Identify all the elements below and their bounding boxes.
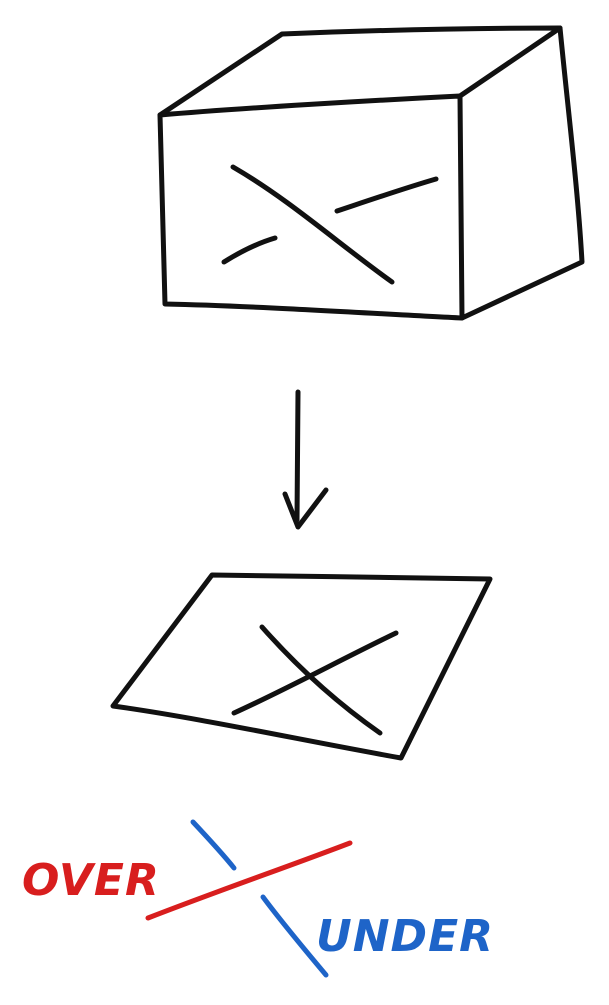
cube-crossing xyxy=(221,164,439,285)
down-arrow xyxy=(282,389,329,530)
cube-front-face xyxy=(157,93,465,321)
projection-strand-a xyxy=(259,624,383,736)
over-label: OVER xyxy=(22,855,160,906)
cube-crossing-over-strand xyxy=(230,164,395,285)
cube xyxy=(157,25,585,321)
arrow-shaft xyxy=(294,389,301,523)
cube-top-face xyxy=(157,25,563,118)
plane-outline xyxy=(110,572,493,761)
cube-crossing-under-strand-right xyxy=(334,176,439,214)
projection-strand-b xyxy=(231,630,399,716)
over-strand xyxy=(145,840,353,921)
projection-crossing xyxy=(231,624,399,736)
over-under-crossing xyxy=(145,819,353,978)
projection-plane xyxy=(110,572,493,761)
arrow-head xyxy=(282,487,329,530)
under-strand-upper xyxy=(190,819,237,871)
under-strand-lower xyxy=(260,894,329,978)
cube-right-face xyxy=(459,25,585,321)
under-label: UNDER xyxy=(316,911,494,962)
cube-crossing-under-strand-left xyxy=(221,235,278,265)
